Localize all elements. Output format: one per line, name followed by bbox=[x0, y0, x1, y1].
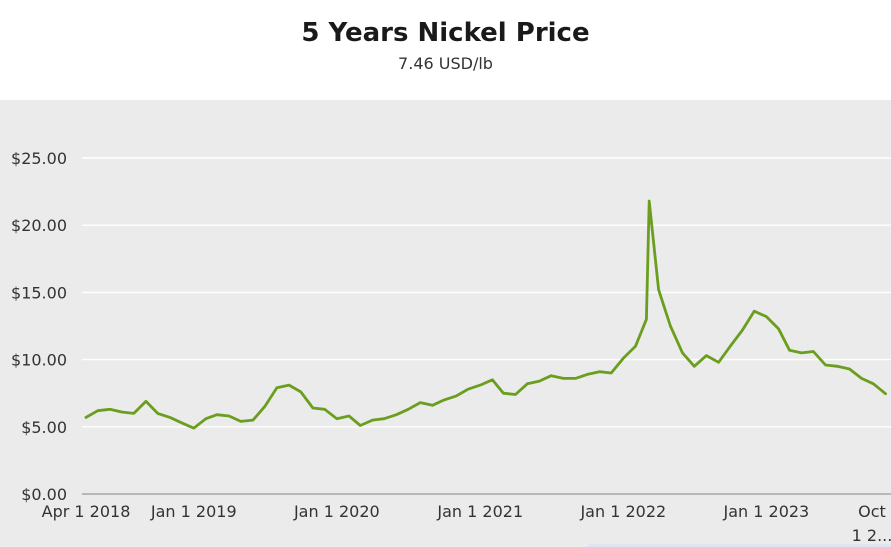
data-point bbox=[431, 404, 434, 407]
chart-subtitle: 7.46 USD/lb bbox=[398, 54, 493, 73]
y-tick-label: $5.00 bbox=[21, 418, 67, 437]
data-point bbox=[443, 398, 446, 401]
data-point bbox=[491, 378, 494, 381]
data-point bbox=[848, 367, 851, 371]
data-point bbox=[788, 349, 791, 352]
data-point bbox=[800, 351, 803, 354]
data-point bbox=[132, 412, 135, 415]
data-point bbox=[586, 373, 589, 376]
y-tick-label: $15.00 bbox=[11, 283, 67, 302]
data-point bbox=[657, 288, 660, 291]
data-point bbox=[347, 414, 351, 418]
data-point bbox=[467, 388, 470, 391]
data-point bbox=[144, 400, 148, 403]
data-point bbox=[383, 417, 386, 420]
data-point bbox=[693, 365, 696, 368]
data-point bbox=[622, 357, 625, 360]
x-tick-label: Jan 1 2022 bbox=[579, 502, 666, 521]
data-point bbox=[634, 345, 637, 348]
data-point bbox=[705, 354, 708, 357]
data-point bbox=[550, 374, 553, 377]
data-point bbox=[287, 384, 291, 387]
data-point bbox=[156, 412, 159, 415]
data-point bbox=[335, 417, 338, 420]
data-point bbox=[275, 386, 278, 389]
data-point bbox=[180, 421, 183, 424]
x-tick-label: Apr 1 2018 bbox=[42, 502, 131, 521]
data-point bbox=[598, 370, 601, 373]
data-point bbox=[681, 351, 684, 354]
data-point bbox=[323, 408, 326, 411]
data-point bbox=[419, 401, 422, 404]
data-point bbox=[574, 377, 577, 380]
data-point bbox=[311, 406, 314, 410]
x-tick-label: Jan 1 2020 bbox=[293, 502, 380, 521]
data-point bbox=[395, 413, 398, 416]
y-tick-label: $0.00 bbox=[21, 485, 67, 504]
data-point bbox=[215, 413, 218, 416]
data-point bbox=[836, 365, 839, 368]
footer-strip bbox=[588, 544, 891, 547]
chart-header: 5 Years Nickel Price 7.46 USD/lb bbox=[0, 0, 891, 100]
data-point bbox=[562, 377, 565, 380]
data-point bbox=[777, 327, 780, 330]
data-point bbox=[299, 390, 302, 393]
data-point bbox=[648, 199, 651, 203]
data-point bbox=[526, 382, 529, 385]
y-tick-label: $20.00 bbox=[11, 216, 67, 235]
data-point bbox=[884, 392, 887, 395]
data-point bbox=[251, 419, 255, 422]
data-point bbox=[239, 420, 242, 423]
data-point bbox=[168, 416, 171, 419]
data-point bbox=[729, 345, 732, 348]
x-tick-label: Jan 1 2021 bbox=[436, 502, 523, 521]
chart-title: 5 Years Nickel Price bbox=[301, 18, 590, 48]
data-point bbox=[371, 419, 374, 422]
data-point bbox=[359, 424, 362, 427]
y-tick-label: $25.00 bbox=[11, 149, 67, 168]
x-tick-label-wrap: 1 2... bbox=[852, 526, 891, 545]
data-point bbox=[514, 393, 517, 396]
data-point bbox=[120, 410, 123, 414]
data-point bbox=[717, 361, 720, 364]
data-point bbox=[753, 310, 756, 313]
data-point bbox=[860, 377, 863, 380]
plot-area bbox=[0, 100, 891, 547]
data-point bbox=[812, 350, 815, 353]
x-tick-label: Jan 1 2019 bbox=[150, 502, 237, 521]
data-point bbox=[263, 405, 266, 408]
data-point bbox=[228, 414, 231, 418]
data-point bbox=[407, 408, 410, 411]
data-point bbox=[96, 409, 99, 412]
data-point bbox=[455, 394, 458, 397]
data-point bbox=[645, 318, 648, 321]
data-point bbox=[610, 371, 613, 375]
data-point bbox=[824, 363, 827, 367]
data-point bbox=[84, 416, 88, 419]
data-point bbox=[502, 392, 505, 395]
x-tick-label: Oct bbox=[858, 502, 886, 521]
data-point bbox=[669, 324, 672, 328]
data-point bbox=[741, 328, 744, 332]
series-line bbox=[84, 199, 887, 430]
data-point bbox=[765, 315, 768, 318]
data-point bbox=[872, 382, 875, 385]
data-point bbox=[204, 417, 207, 420]
data-point bbox=[538, 380, 541, 383]
y-tick-label: $10.00 bbox=[11, 351, 67, 370]
data-point bbox=[108, 408, 111, 411]
data-point bbox=[192, 427, 195, 430]
data-point bbox=[479, 384, 482, 387]
x-tick-label: Jan 1 2023 bbox=[723, 502, 810, 521]
